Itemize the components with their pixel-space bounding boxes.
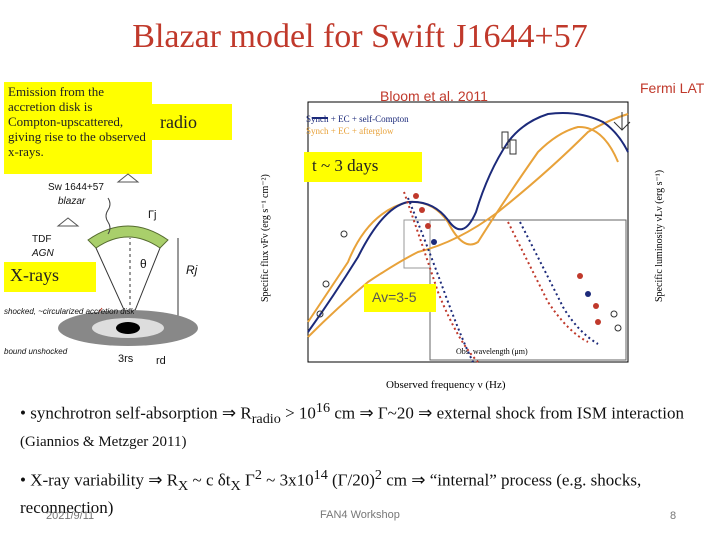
- diagram-source-label: Sw 1644+57: [48, 182, 104, 193]
- bullet-synchrotron: • synchrotron self-absorption ⇒ Rradio >…: [20, 400, 684, 451]
- inset-decay-navy: [519, 221, 599, 345]
- slide-title: Blazar model for Swift J1644+57: [132, 18, 588, 55]
- decay-curve-red: [403, 191, 479, 363]
- zoom-box: [403, 219, 431, 269]
- data-point: [595, 319, 601, 325]
- inset-xlabel: Obs. wavelength (μm): [456, 347, 528, 356]
- data-point: [419, 207, 425, 213]
- diagram-rd-label: rd: [156, 355, 166, 367]
- emission-note: Emission from the accretion disk is Comp…: [4, 82, 152, 174]
- data-point: [316, 310, 324, 318]
- data-point: [340, 230, 348, 238]
- model-curve-navy: [307, 112, 629, 333]
- black-hole: [116, 322, 140, 334]
- citation-label: Bloom et al. 2011: [380, 88, 488, 104]
- footer-event: FAN4 Workshop: [320, 509, 400, 521]
- diagram-tdf-label: TDF: [32, 234, 51, 245]
- fermi-lat-label: Fermi LAT: [640, 80, 705, 96]
- diagram-bound-label: bound unshocked: [4, 347, 68, 356]
- time-label: t ~ 3 days: [304, 152, 422, 182]
- page-number: 8: [670, 510, 677, 522]
- ylabel-right: Specific luminosity νLν (erg s⁻¹): [654, 170, 665, 302]
- diagram-shocked-label: shocked, ~circularized accretion disk: [4, 307, 136, 316]
- data-point: [593, 303, 599, 309]
- ylabel-left: Specific flux νFν (erg s⁻¹ cm⁻²): [260, 174, 271, 302]
- data-point: [425, 223, 431, 229]
- blazar-schematic: Sw 1644+57 blazar TDF AGN Γj θ Rj shocke…: [4, 173, 198, 367]
- data-point: [413, 193, 419, 199]
- xlabel: Observed frequency ν (Hz): [386, 379, 506, 391]
- observer-eye-icon-2: [56, 217, 80, 227]
- bullet-xray-variability: • X-ray variability ⇒ RX ~ c δtX Γ2 ~ 3x…: [20, 467, 642, 518]
- data-point: [585, 291, 591, 297]
- model-curve-orange: [307, 125, 619, 323]
- observer-eye-icon: [116, 173, 140, 183]
- xray-data: [509, 139, 517, 155]
- jet-cap: [87, 225, 169, 249]
- data-point: [614, 324, 622, 332]
- data-point: [322, 280, 330, 288]
- decay-curve-navy: [407, 197, 474, 363]
- bullet-list: • synchrotron self-absorption ⇒ Rradio >…: [20, 398, 710, 530]
- model-curve-orange-2: [307, 113, 629, 338]
- inset-decay-red: [507, 221, 589, 343]
- legend-entry-1: Synch + EC + self-Compton: [306, 114, 409, 124]
- diagram-theta-label: θ: [140, 257, 147, 271]
- xrays-label: X-rays: [4, 262, 96, 292]
- extinction-label: Av=3-5: [364, 284, 436, 312]
- diagram-rs-label: 3rs: [118, 353, 134, 365]
- footer-date: 2021/9/11: [46, 510, 95, 522]
- diagram-gamma-label: Γj: [148, 209, 157, 221]
- diagram-rj-label: Rj: [186, 263, 198, 277]
- xray-data: [501, 131, 509, 149]
- legend-entry-2: Synch + EC + afterglow: [306, 126, 394, 136]
- data-point: [610, 310, 618, 318]
- data-point: [431, 239, 437, 245]
- sed-plot: Specific flux νFν (erg s⁻¹ cm⁻²) Specifi…: [260, 101, 665, 391]
- diagram-blazar-label: blazar: [58, 196, 86, 207]
- diagram-agn-label: AGN: [31, 248, 54, 259]
- data-point: [577, 273, 583, 279]
- radio-label: radio: [148, 104, 232, 140]
